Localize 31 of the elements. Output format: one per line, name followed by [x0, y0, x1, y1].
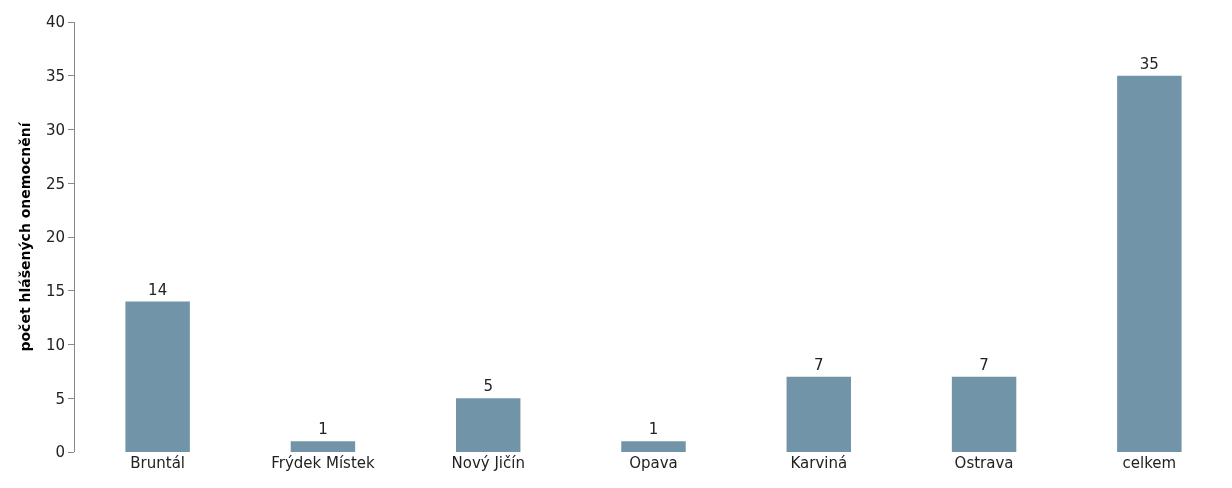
- data-label: 1: [318, 420, 328, 439]
- y-axis-title: počet hlášených onemocnění: [16, 121, 33, 352]
- y-tick-label: 0: [55, 443, 65, 462]
- x-tick-label: Ostrava: [954, 454, 1014, 472]
- data-label: 35: [1139, 54, 1159, 73]
- x-tick-label: Bruntál: [130, 454, 185, 472]
- x-tick-label: Nový Jičín: [451, 454, 525, 472]
- y-tick-label: 40: [45, 13, 65, 32]
- bar: [1117, 75, 1182, 452]
- y-tick-label: 5: [55, 389, 65, 408]
- x-tick-label: Frýdek Místek: [271, 454, 375, 472]
- bar: [290, 441, 356, 452]
- x-tick-label: Karviná: [790, 454, 848, 472]
- data-label: 14: [148, 280, 168, 299]
- y-tick-label: 10: [45, 335, 65, 354]
- y-tick-label: 25: [45, 174, 65, 193]
- y-tick-label: 20: [45, 228, 65, 247]
- y-tick-label: 30: [45, 120, 65, 139]
- data-label: 7: [814, 355, 824, 374]
- data-label: 5: [483, 377, 493, 396]
- bar: [951, 376, 1017, 452]
- y-tick-label: 15: [45, 282, 65, 300]
- bar: [786, 376, 852, 452]
- bar: [125, 301, 190, 452]
- bar: [455, 398, 521, 452]
- x-tick-label: Opava: [629, 454, 678, 472]
- data-label: 7: [979, 355, 989, 374]
- x-tick-label: celkem: [1122, 454, 1177, 472]
- data-label: 1: [648, 420, 659, 439]
- bar: [621, 441, 686, 452]
- y-tick-label: 35: [45, 67, 65, 85]
